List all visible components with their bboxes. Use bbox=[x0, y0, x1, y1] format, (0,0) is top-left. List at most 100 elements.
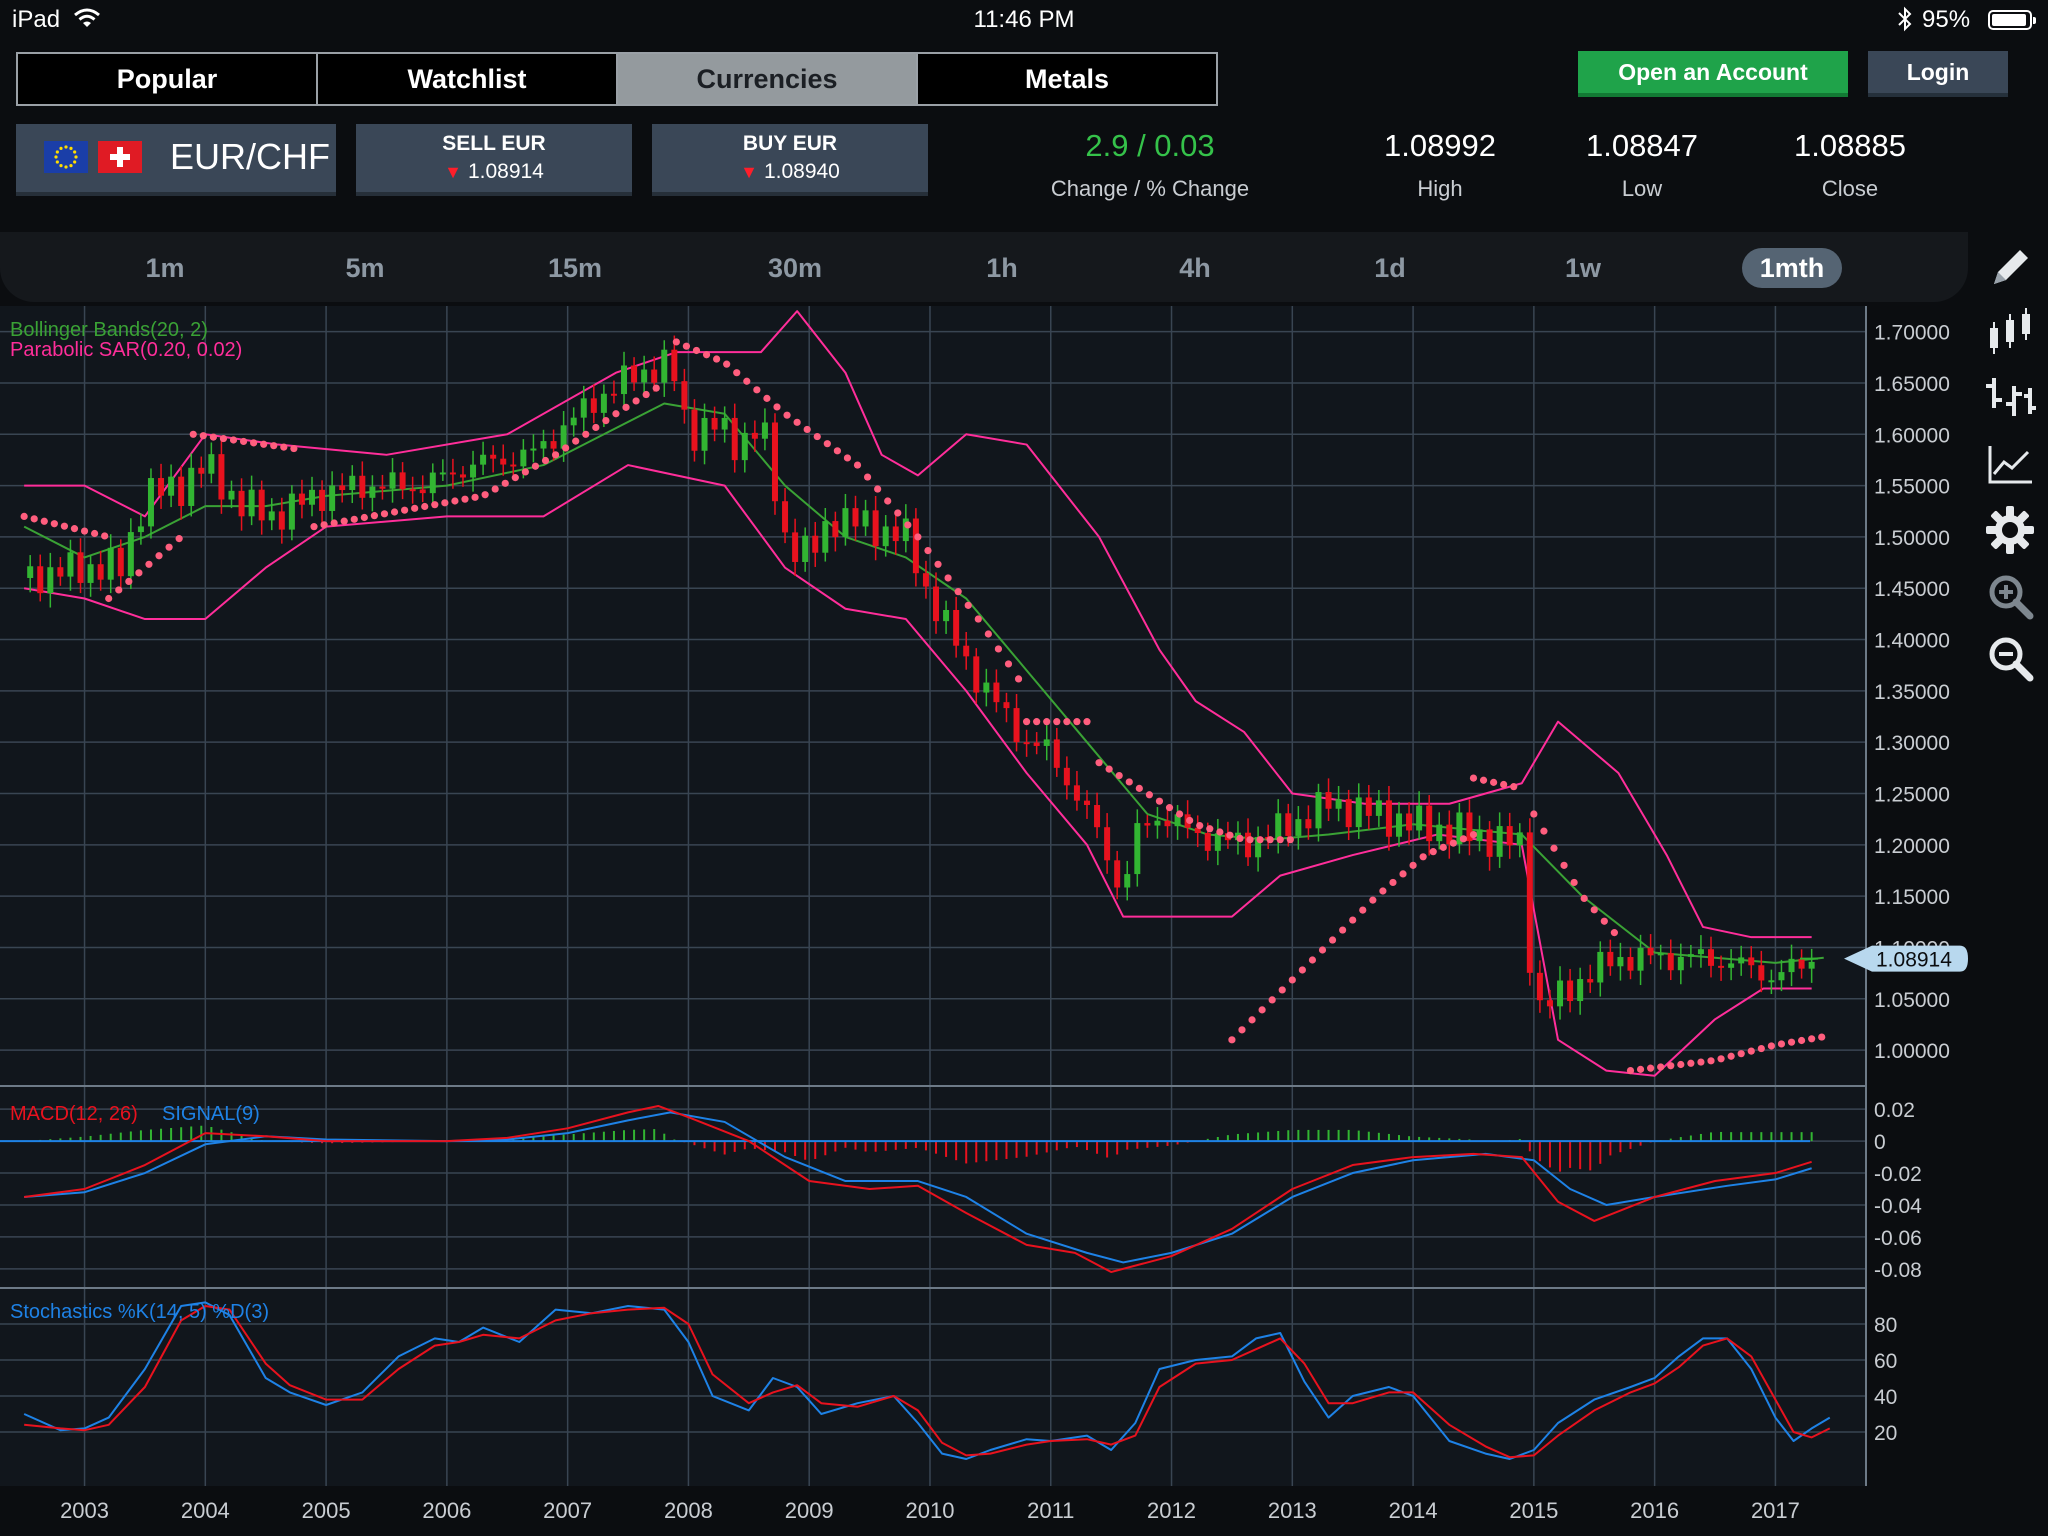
candle-down bbox=[973, 656, 980, 693]
tab-metals[interactable]: Metals bbox=[918, 54, 1216, 104]
y-tick-label: -0.08 bbox=[1874, 1259, 1922, 1282]
close-value: 1.08885 bbox=[1793, 128, 1907, 163]
candle-up bbox=[480, 454, 487, 465]
timeframe-1h[interactable]: 1h bbox=[986, 253, 1018, 283]
candle-up bbox=[580, 398, 587, 418]
tab-watchlist[interactable]: Watchlist bbox=[318, 54, 618, 104]
candle-up bbox=[389, 472, 396, 489]
y-tick-label: 1.25000 bbox=[1874, 784, 1950, 807]
sar-dot bbox=[1288, 976, 1296, 984]
sar-dot bbox=[1399, 870, 1407, 878]
candle-down bbox=[933, 586, 940, 622]
sar-dot bbox=[582, 430, 590, 438]
y-tick-label: 20 bbox=[1874, 1422, 1897, 1445]
candle-down bbox=[218, 454, 225, 500]
candle-down bbox=[37, 566, 44, 594]
sell-button[interactable]: SELL EUR ▼ 1.08914 bbox=[356, 124, 632, 196]
settings-gear-icon[interactable] bbox=[1982, 502, 2038, 558]
sar-dot bbox=[1560, 861, 1568, 869]
candle-down bbox=[490, 454, 497, 459]
candle-up bbox=[1043, 739, 1050, 746]
line-chart-icon[interactable] bbox=[1982, 436, 2038, 492]
sar-dot bbox=[471, 493, 479, 501]
eu-star bbox=[54, 155, 58, 159]
candle-up bbox=[248, 489, 255, 517]
candle-up bbox=[439, 472, 446, 475]
candle-up bbox=[67, 552, 74, 577]
candle-up bbox=[127, 532, 134, 577]
candle-down bbox=[912, 518, 919, 574]
tab-currencies[interactable]: Currencies bbox=[618, 54, 918, 104]
sar-dot bbox=[350, 515, 358, 523]
candle-down bbox=[1526, 832, 1533, 973]
x-tick-label: 2009 bbox=[785, 1498, 834, 1523]
tab-popular[interactable]: Popular bbox=[18, 54, 318, 104]
price-chart[interactable]: 1.70000 1.65000 1.60000 1.55000 1.50000 1.450… bbox=[0, 306, 1968, 1536]
buy-button[interactable]: BUY EUR ▼ 1.08940 bbox=[652, 124, 928, 196]
candle-up bbox=[882, 526, 889, 547]
sar-dot bbox=[823, 440, 831, 448]
candle-down bbox=[852, 508, 859, 527]
timeframe-4h[interactable]: 4h bbox=[1179, 253, 1211, 283]
timeframe-15m[interactable]: 15m bbox=[547, 253, 603, 283]
candle-up bbox=[701, 417, 708, 451]
sar-dot bbox=[1677, 1060, 1685, 1069]
sar-dot bbox=[1135, 784, 1143, 792]
candle-down bbox=[298, 493, 305, 505]
instrument-selector[interactable]: EUR/CHF bbox=[16, 124, 336, 196]
candle-up bbox=[1456, 812, 1463, 845]
y-tick-label: 1.60000 bbox=[1874, 424, 1950, 447]
open-account-button[interactable]: Open an Account bbox=[1578, 51, 1848, 97]
timeframe-1m[interactable]: 1m bbox=[145, 253, 185, 283]
status-bar: iPad 11:46 PM 95% bbox=[0, 0, 2048, 40]
candle-down bbox=[1667, 953, 1674, 971]
y-tick-label: -0.04 bbox=[1874, 1195, 1922, 1218]
timeframe-1mth[interactable]: 1mth bbox=[1742, 248, 1842, 288]
eu-star bbox=[55, 150, 59, 154]
candle-down bbox=[1567, 980, 1574, 1002]
buy-price: 1.08940 bbox=[763, 160, 840, 183]
candle-down bbox=[832, 521, 839, 538]
sar-dot bbox=[1339, 926, 1347, 934]
candle-up bbox=[329, 485, 336, 511]
candle-down bbox=[1426, 805, 1433, 842]
sar-dot bbox=[270, 442, 278, 450]
zoom-in-icon[interactable] bbox=[1982, 568, 2038, 624]
candlestick-icon[interactable] bbox=[1982, 304, 2038, 360]
timeframe-1d[interactable]: 1d bbox=[1374, 253, 1406, 283]
sar-dot bbox=[1014, 675, 1023, 683]
sar-dot bbox=[1610, 929, 1618, 937]
timeframe-30m[interactable]: 30m bbox=[767, 253, 823, 283]
sar-dot bbox=[219, 434, 228, 443]
eu-star bbox=[59, 146, 63, 150]
sell-label: SELL EUR bbox=[442, 132, 546, 155]
pencil-icon[interactable] bbox=[1982, 240, 2038, 296]
login-button[interactable]: Login bbox=[1868, 51, 2008, 97]
sar-dot bbox=[1256, 836, 1264, 844]
sar-dot bbox=[1409, 861, 1417, 869]
sar-dot bbox=[682, 342, 691, 350]
sar-dot bbox=[189, 430, 197, 438]
candle-up bbox=[188, 467, 195, 506]
sar-dot bbox=[1125, 778, 1133, 786]
x-tick-label: 2003 bbox=[60, 1498, 109, 1523]
sar-dot bbox=[904, 521, 912, 529]
sar-dot bbox=[1389, 878, 1397, 887]
candle-down bbox=[339, 485, 346, 491]
sar-dot bbox=[1469, 830, 1478, 839]
sar-dot bbox=[1818, 1033, 1826, 1041]
sar-dot bbox=[175, 535, 183, 543]
candle-down bbox=[1536, 972, 1543, 1001]
ohlc-bars-icon[interactable] bbox=[1982, 368, 2038, 424]
candle-up bbox=[228, 490, 235, 500]
sar-dot bbox=[290, 444, 298, 453]
sar-dot bbox=[551, 451, 560, 459]
candle-up bbox=[822, 521, 829, 553]
zoom-out-icon[interactable] bbox=[1982, 630, 2038, 686]
timeframe-5m[interactable]: 5m bbox=[345, 253, 385, 283]
clock: 11:46 PM bbox=[973, 6, 1075, 33]
candle-up bbox=[1697, 949, 1704, 955]
candle-down bbox=[1506, 826, 1513, 846]
timeframe-1w[interactable]: 1w bbox=[1564, 253, 1602, 283]
candle-up bbox=[540, 441, 547, 449]
